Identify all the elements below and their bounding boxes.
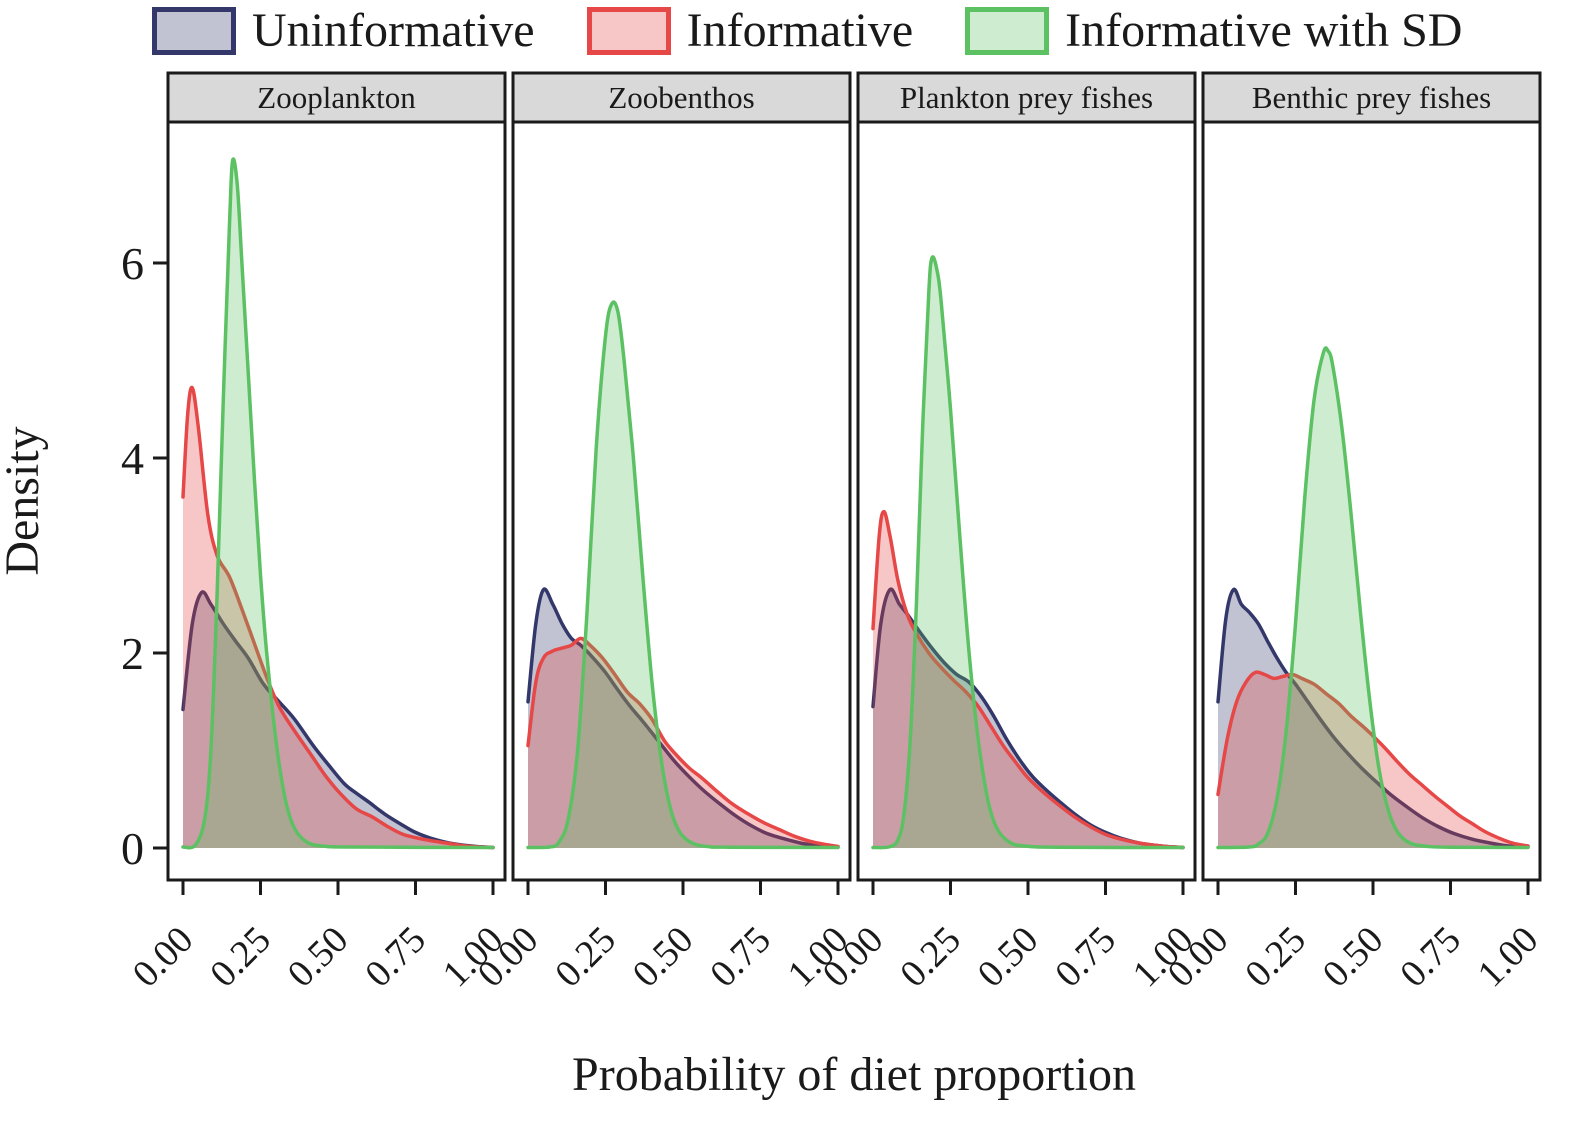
y-tick-label: 6 xyxy=(121,238,144,289)
density-area-informative-with-sd xyxy=(528,302,838,848)
facet-strip xyxy=(1201,71,1542,124)
density-area-informative xyxy=(528,638,838,848)
facet-x-ticks: 0.00 0.25 0.50 0.75 1.00 xyxy=(1160,880,1547,996)
x-tick-label: 0.50 xyxy=(970,919,1047,996)
legend-item-informative: Informative xyxy=(586,4,914,57)
facet-curves xyxy=(871,255,1185,850)
informative-sd-swatch-icon xyxy=(965,7,1050,55)
facet-curves xyxy=(526,300,840,850)
legend-label: Informative with SD xyxy=(1065,4,1463,57)
x-tick-label: 0.25 xyxy=(547,919,624,996)
facet-panel xyxy=(511,120,852,882)
facet-strip xyxy=(856,71,1197,124)
density-area-informative xyxy=(183,387,493,848)
x-tick-label: 0.75 xyxy=(357,919,434,996)
density-curve-informative xyxy=(181,385,495,850)
facet-strip xyxy=(511,71,852,124)
facet-strip-label: Zoobenthos xyxy=(608,80,754,115)
facet-zoobenthos: Zoobenthos 0.00 0.25 0.50 0.75 1.00 xyxy=(470,71,856,996)
density-area-informative-with-sd xyxy=(183,158,493,848)
density-area-informative xyxy=(1218,672,1528,848)
x-tick-label: 0.75 xyxy=(1392,919,1469,996)
density-area-uninformative xyxy=(528,589,838,848)
x-tick-label: 0.00 xyxy=(125,919,202,996)
density-area-uninformative xyxy=(183,591,493,848)
facet-x-ticks: 0.00 0.25 0.50 0.75 1.00 xyxy=(815,880,1201,996)
y-axis: 0 2 4 6 xyxy=(121,238,168,874)
facet-panel xyxy=(856,120,1197,882)
x-tick-label: 0.50 xyxy=(625,919,702,996)
uninformative-swatch-icon xyxy=(152,7,236,55)
facet-panel xyxy=(166,120,507,882)
density-area-informative-with-sd xyxy=(1218,347,1528,848)
facet-curves xyxy=(181,157,495,850)
density-area-informative-with-sd xyxy=(873,256,1183,849)
density-curve-informative xyxy=(526,636,840,849)
x-tick-label: 0.25 xyxy=(892,919,969,996)
y-axis-title: Density xyxy=(0,426,49,575)
facet-zooplankton: Zooplankton 0.00 0.25 0.50 0.75 1.00 xyxy=(125,71,511,996)
x-tick-label: 0.25 xyxy=(202,919,279,996)
x-axis-title: Probability of diet proportion xyxy=(572,1048,1136,1101)
density-curve-uninformative xyxy=(181,590,495,850)
x-tick-label: 0.75 xyxy=(1047,919,1124,996)
density-curve-informative-with-sd xyxy=(1216,346,1530,850)
facet-plankton-prey-fishes: Plankton prey fishes 0.00 0.25 0.50 0.75 1.0… xyxy=(815,71,1201,996)
legend-item-uninformative: Uninformative xyxy=(152,7,535,55)
x-tick-label: 0.50 xyxy=(1315,919,1392,996)
facet-x-ticks: 0.00 0.25 0.50 0.75 1.00 xyxy=(470,880,856,996)
density-curve-informative-with-sd xyxy=(871,255,1185,850)
y-tick-label: 2 xyxy=(121,628,144,679)
y-tick-label: 0 xyxy=(121,823,144,874)
legend-label: Informative xyxy=(686,4,914,57)
facet-strip-label: Plankton prey fishes xyxy=(900,80,1153,115)
legend-item-informative-sd: Informative with SD xyxy=(965,7,1462,55)
x-tick-label: 0.50 xyxy=(280,919,357,996)
x-tick-label: 0.75 xyxy=(702,919,779,996)
y-tick-label: 4 xyxy=(121,433,144,484)
density-curve-informative xyxy=(871,509,1185,850)
density-curve-informative-with-sd xyxy=(526,300,840,850)
x-tick-label: 1.00 xyxy=(1470,919,1547,996)
density-curve-informative xyxy=(1216,670,1530,848)
facet-benthic-prey-fishes: Benthic prey fishes 0.00 0.25 0.50 0.75 1.00 xyxy=(1160,71,1547,996)
facet-curves xyxy=(1216,346,1530,850)
legend: Uninformative Informative Informative wi… xyxy=(152,2,1462,60)
facet-strip-label: Zooplankton xyxy=(257,80,416,115)
density-curve-uninformative xyxy=(526,587,840,849)
legend-label: Uninformative xyxy=(252,4,535,57)
density-area-uninformative xyxy=(1218,589,1528,848)
density-area-informative xyxy=(873,511,1183,848)
facet-strip-label: Benthic prey fishes xyxy=(1252,80,1491,115)
x-tick-label: 0.25 xyxy=(1237,919,1314,996)
informative-swatch-icon xyxy=(586,7,671,55)
density-curve-uninformative xyxy=(1216,587,1530,849)
density-area-uninformative xyxy=(873,589,1183,848)
density-curve-informative-with-sd xyxy=(181,157,495,850)
facet-x-ticks: 0.00 0.25 0.50 0.75 1.00 xyxy=(125,880,511,996)
